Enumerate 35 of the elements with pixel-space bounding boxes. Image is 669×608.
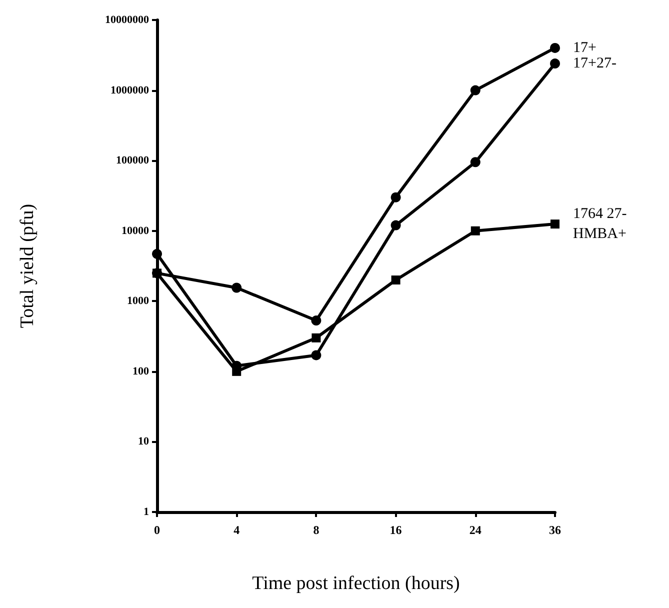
series-label: 1764 27- HMBA+: [573, 206, 627, 242]
x-tick-label: 16: [390, 523, 402, 537]
point: [550, 58, 560, 69]
point: [311, 350, 322, 360]
point: [311, 316, 322, 326]
point: [152, 268, 162, 278]
y-tick-label: 10000000: [105, 14, 150, 26]
x-tick-label: 0: [154, 523, 160, 537]
series-label: 17+: [573, 40, 596, 56]
point: [550, 42, 560, 53]
y-tick-label: 10: [138, 436, 150, 448]
x-tick-label: 8: [313, 523, 320, 537]
point: [312, 333, 321, 342]
x-axis-title: Time post infection (hours): [252, 573, 460, 594]
point: [470, 157, 480, 168]
x-tick-label: 36: [549, 523, 561, 537]
series-label: 17+27-: [573, 56, 616, 72]
point: [390, 192, 401, 202]
x-tick-label: 24: [469, 523, 482, 537]
point: [390, 220, 401, 230]
y-tick-label: 1000: [127, 295, 150, 308]
x-tick-label: 4: [234, 523, 240, 537]
point: [232, 282, 242, 293]
y-tick-label: 100: [132, 365, 150, 378]
y-tick-label: 1000000: [110, 84, 150, 96]
y-axis-title: Total yield (pfu): [17, 204, 38, 328]
point: [391, 275, 400, 284]
point: [152, 248, 162, 259]
point: [232, 366, 242, 376]
point: [550, 220, 560, 229]
y-tick-label: 100000: [116, 154, 150, 167]
point: [470, 85, 480, 96]
y-tick-label: 10000: [122, 224, 150, 237]
y-tick-label: 1: [144, 506, 149, 518]
point: [470, 226, 480, 236]
